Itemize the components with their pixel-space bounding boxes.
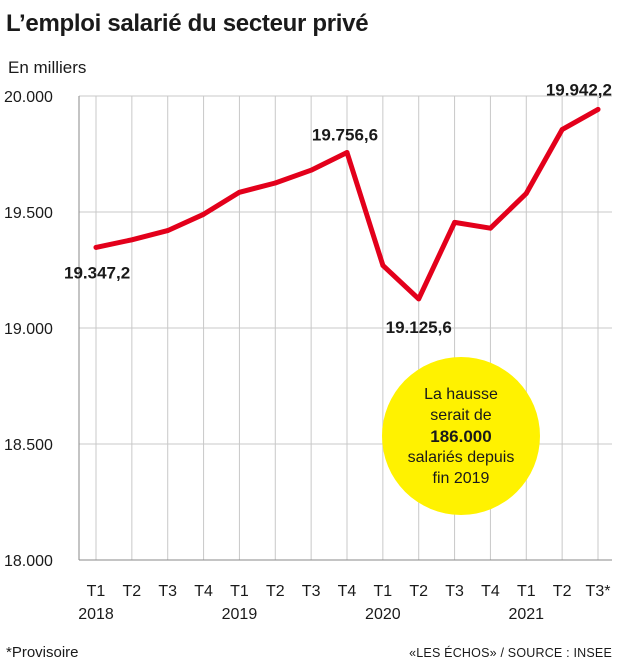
- chart-subtitle: En milliers: [8, 58, 87, 77]
- data-point: [129, 237, 135, 243]
- callout-line-5: fin 2019: [432, 469, 490, 487]
- data-label: 19.756,6: [312, 125, 378, 144]
- data-point: [165, 228, 171, 233]
- data-point: [308, 167, 314, 173]
- x-tick-label: T1: [87, 583, 106, 600]
- data-label: 19.125,6: [386, 318, 452, 337]
- x-tick-label: T3*: [586, 583, 611, 600]
- x-tick-label: T4: [338, 583, 357, 600]
- callout-bubble: La hausse serait de 186.000 salariés dep…: [382, 357, 540, 515]
- y-tick-label: 20.000: [4, 89, 53, 106]
- data-label: 19.942,2: [546, 80, 612, 99]
- x-tick-label: T2: [266, 583, 285, 600]
- data-point: [416, 296, 422, 302]
- x-year-label: 2020: [365, 606, 401, 623]
- data-point: [452, 220, 457, 225]
- x-tick-label: T1: [517, 583, 536, 600]
- x-tick-label: T3: [445, 583, 464, 600]
- callout-line-2: serait de: [430, 406, 492, 424]
- x-tick-label: T2: [553, 583, 572, 600]
- x-tick-label: T2: [123, 583, 142, 600]
- y-tick-label: 19.500: [4, 205, 53, 222]
- x-tick-label: T4: [194, 583, 213, 600]
- source-credit: «LES ÉCHOS» / SOURCE : INSEE: [409, 646, 612, 660]
- data-point: [93, 245, 99, 250]
- x-tick-label: T2: [409, 583, 428, 600]
- chart-title: L’emploi salarié du secteur privé: [6, 10, 369, 37]
- data-point: [380, 262, 386, 268]
- data-point: [272, 180, 278, 186]
- data-point: [595, 107, 601, 112]
- data-point: [523, 191, 529, 196]
- data-point: [488, 225, 493, 231]
- y-tick-label: 19.000: [4, 321, 53, 338]
- x-year-label: 2018: [78, 606, 114, 623]
- x-tick-label: T4: [481, 583, 500, 600]
- x-tick-label: T3: [302, 583, 321, 600]
- callout-highlight: 186.000: [430, 426, 492, 446]
- callout-line-1: La hausse: [424, 385, 498, 403]
- x-year-label: 2021: [508, 606, 544, 623]
- data-point: [201, 211, 206, 217]
- x-tick-label: T3: [158, 583, 177, 600]
- data-point: [559, 127, 565, 133]
- y-tick-label: 18.000: [4, 553, 53, 570]
- x-tick-label: T1: [230, 583, 249, 600]
- data-point: [237, 189, 242, 195]
- footnote: *Provisoire: [6, 644, 79, 661]
- x-year-label: 2019: [222, 606, 258, 623]
- callout-line-4: salariés depuis: [407, 448, 515, 466]
- y-tick-label: 18.500: [4, 437, 53, 454]
- data-point: [344, 150, 350, 155]
- x-tick-label: T1: [374, 583, 393, 600]
- data-label: 19.347,2: [64, 263, 130, 282]
